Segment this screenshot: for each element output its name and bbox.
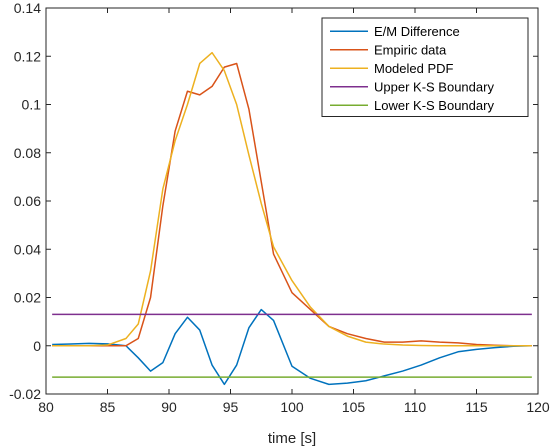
y-tick-label: 0 bbox=[33, 338, 41, 354]
legend-label-3: Modeled PDF bbox=[374, 61, 454, 76]
x-tick-label: 115 bbox=[465, 399, 488, 415]
series-line-2 bbox=[52, 62, 532, 347]
y-tick-label: -0.02 bbox=[9, 386, 41, 402]
x-tick-label: 80 bbox=[38, 399, 54, 415]
series-layer bbox=[52, 51, 532, 386]
legend: E/M Difference Empiric data Modeled PDF Upp… bbox=[321, 17, 529, 117]
y-tick-label: 0.14 bbox=[14, 0, 41, 16]
x-tick-label: 85 bbox=[100, 399, 116, 415]
y-tick-label: 0.08 bbox=[14, 145, 41, 161]
series-line-3 bbox=[52, 51, 532, 347]
x-tick-label: 100 bbox=[280, 399, 304, 415]
legend-label-4: Upper K-S Boundary bbox=[374, 79, 494, 94]
legend-box bbox=[321, 17, 529, 117]
x-tick-label: 120 bbox=[526, 399, 550, 415]
y-tick-label: 0.1 bbox=[22, 97, 42, 113]
series-line-1 bbox=[52, 308, 532, 386]
legend-label-5: Lower K-S Boundary bbox=[374, 98, 494, 113]
ticks-layer: 80 85 90 95 100 105 110 115 120 -0.02 0 0.02 0.04 0.0… bbox=[9, 0, 550, 415]
x-tick-label: 90 bbox=[161, 399, 177, 415]
y-tick-label: 0.02 bbox=[14, 290, 41, 306]
y-tick-label: 0.12 bbox=[14, 48, 41, 64]
y-tick-label: 0.04 bbox=[14, 241, 41, 257]
legend-label-1: E/M Difference bbox=[374, 24, 460, 39]
x-tick-label: 110 bbox=[404, 399, 427, 415]
legend-label-2: Empiric data bbox=[374, 42, 447, 57]
y-tick-label: 0.06 bbox=[14, 193, 41, 209]
x-axis-label: time [s] bbox=[268, 430, 316, 447]
x-tick-label: 95 bbox=[223, 399, 239, 415]
x-tick-label: 105 bbox=[342, 399, 366, 415]
